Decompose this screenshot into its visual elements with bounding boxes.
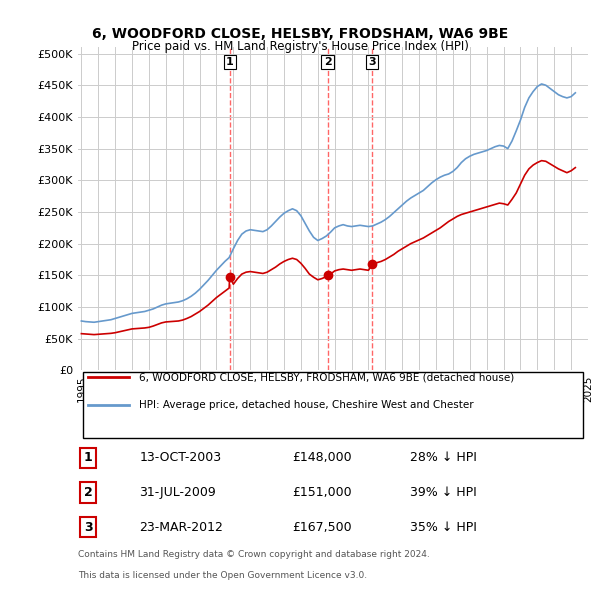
- Text: 6, WOODFORD CLOSE, HELSBY, FRODSHAM, WA6 9BE (detached house): 6, WOODFORD CLOSE, HELSBY, FRODSHAM, WA6…: [139, 372, 514, 382]
- Text: 1: 1: [226, 57, 233, 67]
- Text: 2: 2: [324, 57, 331, 67]
- Text: 1: 1: [84, 451, 92, 464]
- Text: 2: 2: [84, 486, 92, 499]
- Text: HPI: Average price, detached house, Cheshire West and Chester: HPI: Average price, detached house, Ches…: [139, 400, 474, 410]
- Text: 28% ↓ HPI: 28% ↓ HPI: [409, 451, 476, 464]
- Text: Price paid vs. HM Land Registry's House Price Index (HPI): Price paid vs. HM Land Registry's House …: [131, 40, 469, 53]
- Text: 35% ↓ HPI: 35% ↓ HPI: [409, 520, 476, 533]
- Text: 3: 3: [368, 57, 376, 67]
- Text: 31-JUL-2009: 31-JUL-2009: [139, 486, 216, 499]
- Text: £151,000: £151,000: [292, 486, 352, 499]
- Text: Contains HM Land Registry data © Crown copyright and database right 2024.: Contains HM Land Registry data © Crown c…: [78, 550, 430, 559]
- Text: 23-MAR-2012: 23-MAR-2012: [139, 520, 223, 533]
- Text: 13-OCT-2003: 13-OCT-2003: [139, 451, 221, 464]
- Text: 6, WOODFORD CLOSE, HELSBY, FRODSHAM, WA6 9BE: 6, WOODFORD CLOSE, HELSBY, FRODSHAM, WA6…: [92, 27, 508, 41]
- Text: 3: 3: [84, 520, 92, 533]
- Text: 39% ↓ HPI: 39% ↓ HPI: [409, 486, 476, 499]
- Text: £148,000: £148,000: [292, 451, 352, 464]
- Text: This data is licensed under the Open Government Licence v3.0.: This data is licensed under the Open Gov…: [78, 571, 367, 580]
- FancyBboxPatch shape: [83, 372, 583, 438]
- Text: £167,500: £167,500: [292, 520, 352, 533]
